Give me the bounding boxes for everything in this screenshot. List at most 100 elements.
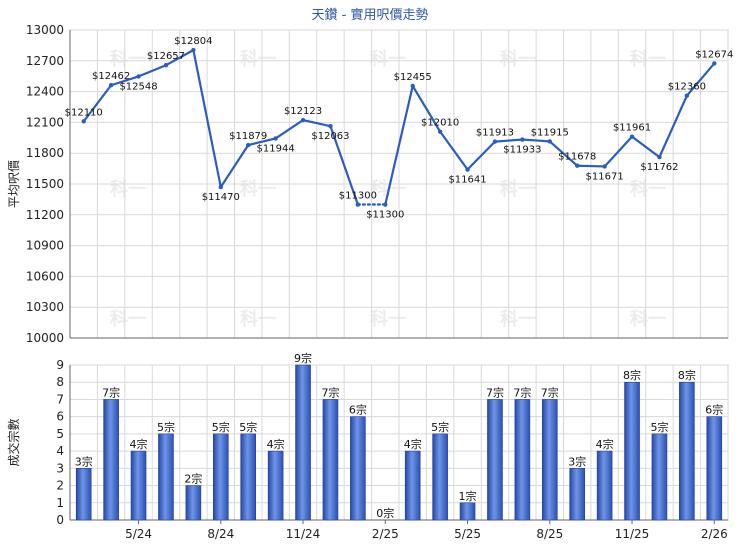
price-data-label: $11879 [229, 131, 267, 142]
price-line-segment [329, 125, 359, 206]
price-point [657, 154, 662, 160]
price-line-segment [274, 118, 305, 140]
price-point [465, 167, 470, 172]
x-tick-label: 5/24 [125, 527, 152, 541]
volume-data-label: 4宗 [404, 437, 422, 451]
price-point [273, 136, 278, 141]
x-tick-label: 11/25 [615, 527, 650, 541]
watermark-text: 科一 [500, 178, 536, 200]
price-data-label: $11470 [202, 192, 240, 203]
price-data-label: $12674 [695, 49, 733, 60]
price-point [575, 163, 580, 168]
volume-bar [295, 364, 311, 521]
volume-bar [569, 468, 586, 521]
volume-data-label: 5宗 [239, 420, 257, 434]
volume-bar [514, 399, 531, 521]
volume-bar [240, 433, 257, 521]
watermark-text: 科一 [630, 178, 666, 200]
price-point [300, 117, 306, 123]
watermark-text: 科一 [110, 48, 146, 70]
volume-y-tick-label: 7 [56, 392, 64, 406]
price-data-label: $12548 [119, 81, 157, 92]
price-line-segment [493, 138, 524, 143]
price-line-segment [630, 135, 661, 159]
volume-bar [706, 416, 723, 521]
price-point [246, 142, 251, 148]
price-point [218, 184, 223, 190]
volume-bar [624, 381, 640, 521]
volume-bar [130, 450, 147, 521]
watermark-text: 科一 [500, 308, 536, 330]
price-data-label: $11678 [558, 152, 596, 163]
price-y-tick-label: 12100 [26, 115, 64, 129]
volume-data-label: 8宗 [623, 368, 641, 382]
volume-y-tick-label: 8 [56, 375, 64, 389]
watermark-text: 科一 [240, 308, 276, 330]
price-point [520, 137, 525, 142]
price-point [684, 93, 690, 98]
x-tick-label: 5/25 [454, 527, 481, 541]
volume-bar [596, 450, 613, 521]
price-line-segment [521, 138, 551, 143]
volume-y-tick-label: 3 [56, 461, 64, 475]
price-y-tick-label: 10000 [26, 331, 64, 345]
price-line-segment [548, 140, 579, 167]
volume-data-label: 8宗 [678, 368, 696, 382]
price-data-label: $12804 [174, 36, 212, 47]
volume-data-label: 3宗 [568, 454, 586, 468]
volume-y-axis-label: 成交宗數 [6, 418, 21, 466]
price-point [602, 164, 607, 169]
price-line-segment [301, 118, 332, 128]
price-data-label: $12462 [92, 71, 130, 82]
x-tick-label: 11/24 [286, 527, 321, 541]
price-data-label: $11671 [586, 171, 624, 182]
volume-data-label: 5宗 [650, 420, 668, 434]
volume-data-label: 9宗 [294, 351, 312, 365]
price-point [355, 202, 361, 207]
volume-data-label: 7宗 [102, 385, 120, 399]
watermark-text: 科一 [240, 178, 276, 200]
watermark-text: 科一 [500, 48, 536, 70]
volume-data-label: 5宗 [431, 420, 449, 434]
price-line-segment [82, 84, 113, 123]
x-tick-label: 2/25 [372, 527, 399, 541]
price-data-label: $11913 [476, 128, 514, 139]
price-data-label: $12010 [421, 118, 459, 129]
volume-bar [185, 485, 202, 521]
price-point [163, 63, 169, 68]
price-y-tick-label: 12400 [26, 85, 64, 99]
price-line-segment [685, 62, 716, 97]
watermark-text: 科一 [370, 48, 406, 70]
price-data-label: $11933 [503, 145, 541, 156]
price-data-label: $11300 [366, 210, 404, 221]
watermark-text: 科一 [110, 308, 146, 330]
volume-data-label: 1宗 [459, 489, 477, 503]
price-line-segment [439, 130, 469, 171]
price-point [136, 74, 141, 79]
price-data-label: $12110 [65, 107, 103, 118]
price-data-label: $12455 [394, 72, 432, 83]
watermark-text: 科一 [630, 308, 666, 330]
price-y-tick-label: 10900 [26, 239, 64, 253]
volume-data-label: 7宗 [486, 385, 504, 399]
volume-y-tick-label: 9 [56, 358, 64, 372]
volume-y-tick-label: 5 [56, 427, 64, 441]
price-point [712, 61, 717, 66]
volume-data-label: 7宗 [513, 385, 531, 399]
price-line-segment [219, 143, 250, 189]
price-data-label: $11944 [257, 143, 295, 154]
volume-chart-panel: 0 1 2 3 4 5 6 7 8 9 成交宗數 3宗 7宗 4宗 5宗 2宗 5宗 5宗 4宗 9宗 7宗 6宗 0宗 4宗… [6, 351, 729, 541]
price-data-label: $11300 [339, 191, 377, 202]
volume-y-tick-label: 2 [56, 479, 64, 493]
volume-bar [432, 433, 448, 521]
price-data-label: $11641 [448, 175, 486, 186]
volume-bar [350, 416, 366, 521]
price-point [629, 134, 635, 139]
volume-data-label: 5宗 [212, 420, 230, 434]
volume-bar [212, 433, 229, 521]
price-line-segment [247, 137, 277, 147]
volume-data-label: 5宗 [157, 420, 175, 434]
volume-bar [541, 399, 558, 521]
price-line-segment [411, 84, 442, 133]
